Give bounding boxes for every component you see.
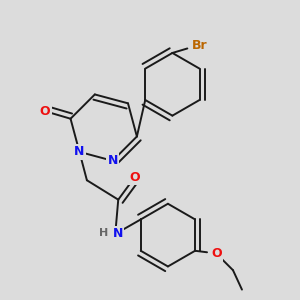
Text: N: N <box>112 227 123 240</box>
Text: Br: Br <box>191 39 207 52</box>
Text: O: O <box>129 171 140 184</box>
Text: N: N <box>107 154 118 167</box>
Text: O: O <box>211 247 222 260</box>
Text: H: H <box>99 228 109 239</box>
Text: N: N <box>74 146 85 158</box>
Text: O: O <box>40 105 50 118</box>
